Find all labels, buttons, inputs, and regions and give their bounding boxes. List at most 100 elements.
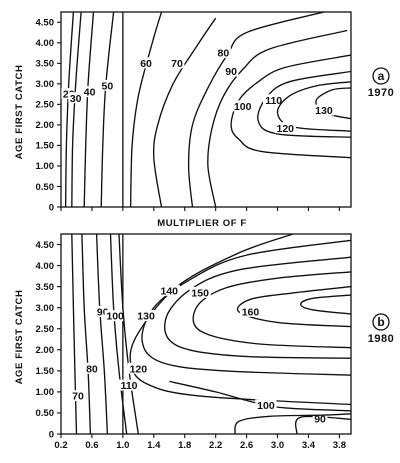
x-tick-label: 1.4 <box>147 440 161 451</box>
contour-label-bg <box>70 390 86 402</box>
contour-line <box>230 54 351 159</box>
contour-label-bg <box>169 57 185 69</box>
contour-label-bg <box>239 305 262 317</box>
contour-label-bg <box>216 47 231 59</box>
y-tick-label: 2.50 <box>36 100 55 111</box>
contour-label: 110 <box>121 380 138 392</box>
contour-label-bg <box>135 310 157 322</box>
x-axis: 0.2 0.6 1.0 1.4 1.8 2.2 2.6 3.0 3.4 3.8 <box>54 434 346 451</box>
x-tick-label: 1.8 <box>178 440 191 451</box>
y-tick-label: 2.50 <box>36 324 55 335</box>
contour-line <box>95 234 109 434</box>
x-tick-label: 3.8 <box>333 440 346 451</box>
contour-line <box>71 12 82 207</box>
y-tick-label: 2.00 <box>36 345 55 356</box>
x-axis-ticks <box>60 207 340 211</box>
y-tick-label: 4.50 <box>36 240 55 251</box>
contour-label: 90 <box>225 66 237 78</box>
contour-label-bg <box>158 284 180 296</box>
panel-year: 1970 <box>368 87 394 99</box>
contour-label: 30 <box>70 93 82 105</box>
y-tick-label: 3.50 <box>36 59 55 70</box>
contour-label-bg <box>232 100 254 112</box>
contour-line <box>300 294 351 315</box>
x-tick-label: 3.4 <box>302 440 316 451</box>
contour-line <box>234 413 351 434</box>
contour-line <box>294 415 351 434</box>
contour-line <box>152 17 217 207</box>
contour-label: 110 <box>265 95 282 107</box>
contour-line <box>257 70 351 138</box>
contour-label-bg <box>95 305 111 317</box>
contour-line <box>129 234 351 406</box>
plot-frame <box>60 11 352 208</box>
y-tick-label: 0 <box>49 429 54 440</box>
y-tick-label: 2.00 <box>36 120 55 131</box>
contour-label: 160 <box>242 306 260 318</box>
contour-label: 120 <box>277 123 295 135</box>
contour-lines: 2030405060708090100110120130 <box>61 12 351 207</box>
contour-line <box>169 380 351 412</box>
contour-label-bg <box>68 92 84 104</box>
y-tick-label: 3.50 <box>36 282 55 293</box>
y-tick-label: 0 <box>49 202 54 213</box>
y-tick-label: 4.00 <box>36 261 55 272</box>
y-tick-label: 1.50 <box>36 366 55 377</box>
panel-badge-letter: b <box>377 315 384 329</box>
y-axis-title: AGE FIRST CATCH <box>14 290 25 385</box>
contour-line <box>83 12 95 207</box>
contour-label-bg <box>84 362 100 374</box>
contour-label-bg <box>82 86 98 98</box>
contour-label: 40 <box>84 87 96 99</box>
y-tick-label: 1.00 <box>36 161 55 172</box>
contour-line <box>192 271 351 349</box>
contour-line <box>118 234 139 434</box>
contour-label-bg <box>263 94 285 106</box>
panel-1970: 2030405060708090100110120130 00.501.001.… <box>14 11 394 213</box>
panel-badge-circle <box>372 313 390 331</box>
x-tick-label: 3.0 <box>271 440 284 451</box>
contour-label: 120 <box>130 363 148 375</box>
contour-line <box>236 285 351 328</box>
contour-line <box>187 12 325 207</box>
y-tick-label: 3.00 <box>36 79 55 90</box>
contour-line <box>71 234 78 434</box>
contour-label: 80 <box>218 48 230 60</box>
contour-label-bg <box>104 310 126 322</box>
y-tick-label: 0.50 <box>36 182 55 193</box>
contour-label: 150 <box>191 288 209 300</box>
panel-badge-letter: a <box>378 69 385 83</box>
contour-label: 100 <box>234 101 252 113</box>
contour-line <box>109 234 128 434</box>
contour-line <box>64 12 75 207</box>
contour-label: 90 <box>314 413 326 425</box>
y-axis: 0 0.50 1.00 1.50 2.00 2.50 3.00 3.50 4.00 4.50 <box>36 18 61 213</box>
y-tick-label: 1.00 <box>36 387 55 398</box>
contour-label-bg <box>138 57 154 69</box>
contour-label-bg <box>255 399 277 411</box>
contour-label: 90 <box>97 306 109 318</box>
y-tick-label: 0.50 <box>36 408 55 419</box>
y-tick-label: 3.00 <box>36 303 55 314</box>
contour-line <box>81 234 92 434</box>
contour-label: 80 <box>86 363 98 375</box>
contour-label-bg <box>118 379 140 391</box>
contour-line <box>207 29 348 207</box>
y-axis-title: AGE FIRST CATCH <box>14 65 25 160</box>
contour-label: 70 <box>72 391 84 403</box>
contour-label-bg <box>100 79 115 91</box>
y-tick-label: 4.00 <box>36 38 55 49</box>
x-tick-label: 0.6 <box>85 440 98 451</box>
contour-label: 130 <box>315 105 333 117</box>
panel-badge-circle <box>372 67 390 85</box>
panel-year: 1980 <box>368 333 394 345</box>
contour-line <box>100 12 115 207</box>
contour-label: 70 <box>171 58 183 70</box>
contour-label: 100 <box>106 311 124 323</box>
plot-frame <box>60 233 352 435</box>
contour-label-bg <box>312 412 328 424</box>
contour-label: 60 <box>140 58 152 70</box>
